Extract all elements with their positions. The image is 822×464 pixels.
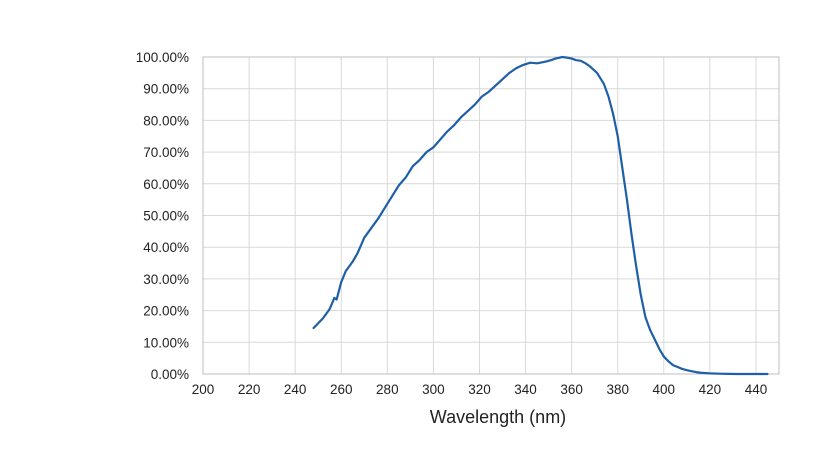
y-tick-label: 20.00% <box>143 304 189 319</box>
x-tick-labels: 200 220 240 260 280 300 320 340 360 380 400 420 440 <box>192 382 767 397</box>
x-tick-label: 320 <box>468 382 491 397</box>
x-tick-label: 240 <box>284 382 307 397</box>
y-tick-label: 90.00% <box>143 82 189 97</box>
y-tick-label: 100.00% <box>136 50 189 65</box>
x-tick-label: 300 <box>422 382 445 397</box>
y-tick-label: 10.00% <box>143 335 189 350</box>
x-tick-label: 360 <box>560 382 583 397</box>
series-layer <box>312 55 769 376</box>
x-tick-label: 260 <box>330 382 353 397</box>
x-tick-label: 400 <box>653 382 676 397</box>
x-axis-label: Wavelength (nm) <box>430 407 566 427</box>
y-tick-label: 60.00% <box>143 177 189 192</box>
y-tick-label: 50.00% <box>143 209 189 224</box>
x-tick-label: 280 <box>376 382 399 397</box>
x-tick-label: 220 <box>238 382 261 397</box>
x-tick-label: 420 <box>699 382 722 397</box>
x-tick-label: 200 <box>192 382 215 397</box>
y-tick-label: 30.00% <box>143 272 189 287</box>
series-line <box>312 55 769 376</box>
plot-frame <box>202 56 780 375</box>
x-tick-label: 380 <box>606 382 629 397</box>
y-tick-label: 0.00% <box>151 367 189 382</box>
y-tick-labels: 0.00% 10.00% 20.00% 30.00% 40.00% 50.00% 60.00… <box>136 50 189 382</box>
x-tick-label: 340 <box>514 382 537 397</box>
y-tick-label: 70.00% <box>143 145 189 160</box>
x-tick-label: 440 <box>745 382 768 397</box>
y-tick-label: 40.00% <box>143 240 189 255</box>
y-tick-label: 80.00% <box>143 113 189 128</box>
grid <box>202 56 779 375</box>
